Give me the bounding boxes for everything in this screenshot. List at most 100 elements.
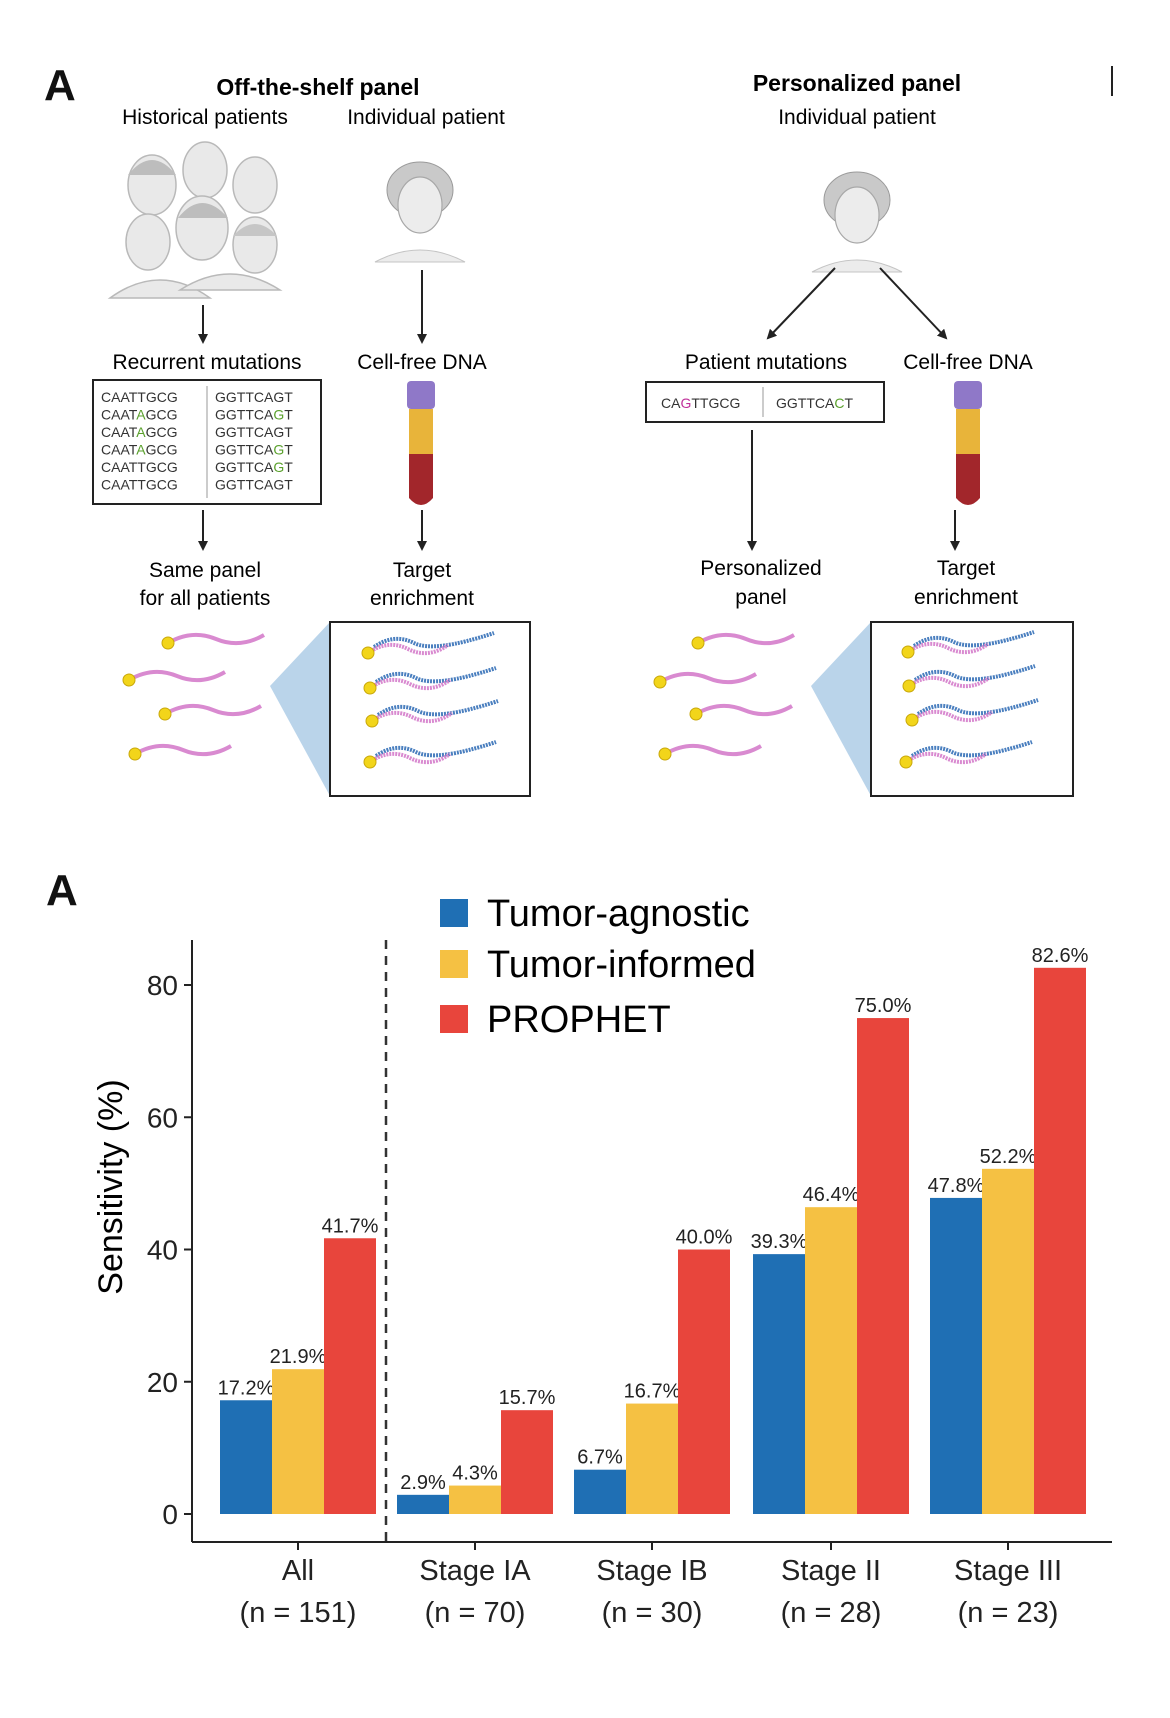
bar-value-label: 17.2% xyxy=(218,1377,275,1399)
x-tick-label: Stage IB xyxy=(596,1555,707,1587)
x-tick-sample-size: (n = 151) xyxy=(240,1597,357,1629)
bar-value-label: 40.0% xyxy=(676,1227,733,1249)
bar-value-label: 82.6% xyxy=(1032,945,1089,967)
bar-value-label: 75.0% xyxy=(855,995,912,1017)
bar-tumor-informed-0 xyxy=(272,1369,324,1514)
patient-seq-left: CAGTTGCG xyxy=(661,395,740,411)
individual-patient-label-right: Individual patient xyxy=(778,106,936,129)
schematic-arrows xyxy=(198,267,960,551)
recurrent-mutations-label: Recurrent mutations xyxy=(112,351,301,374)
y-tick-label: 0 xyxy=(162,1499,178,1530)
captured-probe-left-0 xyxy=(361,631,495,660)
probe-right-0 xyxy=(691,632,796,650)
sequence-right: GGTTCAGT xyxy=(215,407,293,423)
legend-swatch-tumor-informed xyxy=(440,950,468,978)
bar-tumor-agnostic-2 xyxy=(574,1469,626,1514)
x-tick-sample-size: (n = 23) xyxy=(958,1597,1059,1629)
bar-prophet-4 xyxy=(1034,967,1086,1514)
captured-probe-right-0 xyxy=(901,630,1035,659)
zoom-wedge-right xyxy=(811,622,871,796)
target-enrichment-right-line1: Target xyxy=(937,557,996,580)
bar-value-label: 39.3% xyxy=(751,1231,808,1253)
x-tick-sample-size: (n = 70) xyxy=(425,1597,526,1629)
blood-tube-left xyxy=(407,381,435,505)
personalized-panel-line2: panel xyxy=(735,586,786,609)
sequence-right: GGTTCAGT xyxy=(215,459,293,475)
bar-value-label: 6.7% xyxy=(577,1447,623,1469)
x-tick-label: Stage II xyxy=(781,1555,881,1587)
legend-swatch-prophet xyxy=(440,1005,468,1033)
captured-probe-right-3 xyxy=(899,740,1033,769)
captured-probe-right-2 xyxy=(905,698,1039,727)
probe-right-3 xyxy=(658,743,763,761)
sequence-right: GGTTCAGT xyxy=(215,442,293,458)
y-axis-label: Sensitivity (%) xyxy=(92,1079,130,1294)
captured-probe-left-2 xyxy=(365,699,499,728)
probe-right-1 xyxy=(653,671,758,689)
recurrent-sequences: CAATTGCG GGTTCAGT CAATAGCG GGTTCAGT CAATAGCG… xyxy=(101,389,293,493)
bar-value-label: 46.4% xyxy=(803,1184,860,1206)
captured-probe-right-1 xyxy=(902,664,1036,693)
patient-mutations-box xyxy=(645,381,885,423)
schematic-panel: A Off-the-shelf panel Historical patient… xyxy=(44,61,1113,797)
captured-probe-left-3 xyxy=(363,740,497,769)
cfdna-label-left: Cell-free DNA xyxy=(357,351,487,374)
captured-probe-left-1 xyxy=(363,666,497,695)
target-enrichment-left-line1: Target xyxy=(393,559,452,582)
sequence-left: CAATTGCG xyxy=(101,459,178,475)
sequence-right: GGTTCAGT xyxy=(215,477,293,493)
bar-tumor-agnostic-3 xyxy=(753,1254,805,1514)
x-tick-label: All xyxy=(282,1555,314,1587)
individual-patient-label-left: Individual patient xyxy=(347,106,505,129)
bar-prophet-0 xyxy=(324,1238,376,1514)
same-panel-line1: Same panel xyxy=(149,559,261,582)
sequence-right: GGTTCAGT xyxy=(215,389,293,405)
bar-value-label: 4.3% xyxy=(452,1463,498,1485)
chart-plot-area: 0 20 40 60 80 17.2% 21.9% 41.7% All (n = 151) 2.9%… xyxy=(147,940,1112,1629)
patient-mutations-label: Patient mutations xyxy=(685,351,847,374)
probe-left-0 xyxy=(161,632,266,650)
individual-patient-icon-right xyxy=(811,171,903,273)
probe-left-1 xyxy=(122,669,227,687)
bar-tumor-informed-4 xyxy=(982,1168,1034,1514)
bar-value-label: 2.9% xyxy=(400,1472,446,1494)
bar-value-label: 21.9% xyxy=(270,1346,327,1368)
target-enrichment-left-line2: enrichment xyxy=(370,587,474,610)
probe-illustrations xyxy=(122,630,1039,769)
bar-value-label: 15.7% xyxy=(499,1387,556,1409)
probe-right-2 xyxy=(689,703,794,721)
x-tick-sample-size: (n = 30) xyxy=(602,1597,703,1629)
x-tick-label: Stage IA xyxy=(419,1555,531,1587)
x-tick-label: Stage III xyxy=(954,1555,1062,1587)
blood-tube-right xyxy=(954,381,982,505)
personalized-title: Personalized panel xyxy=(753,70,961,96)
personalized-panel-line1: Personalized xyxy=(700,557,821,580)
bar-tumor-agnostic-1 xyxy=(397,1494,449,1514)
probe-left-3 xyxy=(128,743,233,761)
sequence-left: CAATTGCG xyxy=(101,389,178,405)
bar-tumor-agnostic-0 xyxy=(220,1400,272,1514)
bar-value-label: 52.2% xyxy=(980,1146,1037,1168)
sequence-left: CAATAGCG xyxy=(101,442,178,458)
y-tick-label: 80 xyxy=(147,970,178,1001)
enrichment-box-right xyxy=(870,621,1074,797)
legend-label-tumor-agnostic: Tumor-agnostic xyxy=(487,893,750,935)
sequence-left: CAATTGCG xyxy=(101,477,178,493)
patient-seq-right: GGTTCACT xyxy=(776,395,853,411)
bar-value-label: 41.7% xyxy=(322,1215,379,1237)
zoom-wedge-left xyxy=(270,622,330,796)
y-tick-label: 20 xyxy=(147,1367,178,1398)
sequence-right: GGTTCAGT xyxy=(215,424,293,440)
bar-prophet-1 xyxy=(501,1410,553,1514)
bar-value-label: 47.8% xyxy=(928,1175,985,1197)
bar-prophet-2 xyxy=(678,1249,730,1514)
historical-patients-icon xyxy=(107,141,283,299)
same-panel-line2: for all patients xyxy=(140,587,271,610)
individual-patient-icon-left xyxy=(374,161,466,263)
y-tick-label: 60 xyxy=(147,1102,178,1133)
chart-panel-letter: A xyxy=(46,866,78,915)
x-tick-sample-size: (n = 28) xyxy=(781,1597,882,1629)
off-shelf-title: Off-the-shelf panel xyxy=(216,74,419,100)
y-tick-label: 40 xyxy=(147,1235,178,1266)
